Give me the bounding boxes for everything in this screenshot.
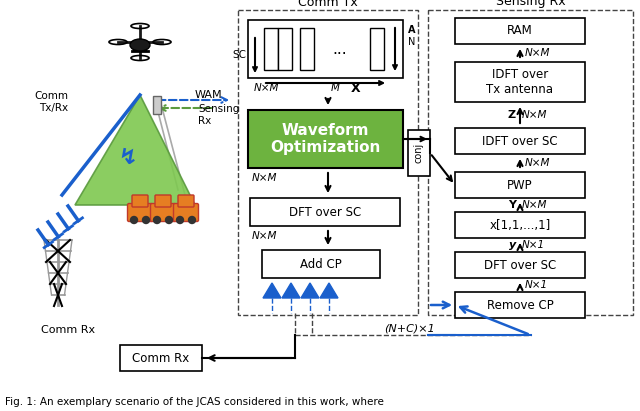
Polygon shape xyxy=(301,283,319,298)
Text: DFT over SC: DFT over SC xyxy=(289,206,361,219)
Text: Fig. 1: An exemplary scenario of the JCAS considered in this work, where: Fig. 1: An exemplary scenario of the JCA… xyxy=(5,397,384,407)
Bar xyxy=(250,198,400,226)
Text: N×M: N×M xyxy=(254,83,280,93)
Bar xyxy=(278,28,292,70)
Bar xyxy=(262,250,380,278)
Bar xyxy=(428,10,633,315)
Text: Comm Rx: Comm Rx xyxy=(41,325,95,335)
Polygon shape xyxy=(282,283,300,298)
Bar xyxy=(120,345,202,371)
FancyBboxPatch shape xyxy=(178,195,194,207)
Bar xyxy=(153,96,161,114)
FancyBboxPatch shape xyxy=(155,195,171,207)
Text: RAM: RAM xyxy=(507,25,533,37)
Bar xyxy=(455,172,585,198)
Bar xyxy=(455,62,585,102)
FancyBboxPatch shape xyxy=(150,203,175,222)
Text: N×1: N×1 xyxy=(525,280,548,290)
Text: X: X xyxy=(351,81,361,95)
Text: Comm Tx: Comm Tx xyxy=(298,0,358,9)
Text: x[1,1,...,1]: x[1,1,...,1] xyxy=(490,219,550,231)
Circle shape xyxy=(143,217,150,224)
Text: WAM: WAM xyxy=(195,90,223,100)
Bar xyxy=(264,28,278,70)
Text: N×M: N×M xyxy=(522,110,547,120)
FancyBboxPatch shape xyxy=(132,195,148,207)
Circle shape xyxy=(154,217,161,224)
Text: Comm Rx: Comm Rx xyxy=(132,351,189,365)
Text: M: M xyxy=(331,83,340,93)
Bar xyxy=(248,110,403,168)
Text: PWP: PWP xyxy=(507,178,533,192)
FancyBboxPatch shape xyxy=(173,203,198,222)
Text: Y: Y xyxy=(508,200,516,210)
Text: N×M: N×M xyxy=(525,158,550,168)
Text: N×M: N×M xyxy=(252,173,278,183)
Polygon shape xyxy=(75,95,195,205)
Bar xyxy=(300,28,314,70)
Text: Sensing
Rx: Sensing Rx xyxy=(198,104,239,126)
Polygon shape xyxy=(320,283,338,298)
Circle shape xyxy=(131,217,138,224)
Bar xyxy=(248,20,403,78)
Polygon shape xyxy=(263,283,281,298)
Text: DFT over SC: DFT over SC xyxy=(484,259,556,272)
Text: N×M: N×M xyxy=(252,231,278,241)
Bar xyxy=(238,10,418,315)
Bar xyxy=(455,128,585,154)
Circle shape xyxy=(177,217,184,224)
Text: ↯: ↯ xyxy=(118,148,138,168)
Text: N: N xyxy=(408,37,415,47)
Bar xyxy=(408,130,430,176)
Text: N×M: N×M xyxy=(525,48,550,58)
Text: (N+C)×1: (N+C)×1 xyxy=(385,323,435,333)
Circle shape xyxy=(166,217,173,224)
Text: conj: conj xyxy=(414,143,424,163)
Text: Z: Z xyxy=(508,110,516,120)
Bar xyxy=(455,212,585,238)
Text: y: y xyxy=(509,240,516,250)
Circle shape xyxy=(189,217,195,224)
Text: Waveform
Optimization: Waveform Optimization xyxy=(270,123,381,155)
Bar xyxy=(455,252,585,278)
Text: Add CP: Add CP xyxy=(300,258,342,270)
Text: Comm
Tx/Rx: Comm Tx/Rx xyxy=(34,91,68,113)
Text: IDFT over SC: IDFT over SC xyxy=(482,134,558,148)
Text: N×1: N×1 xyxy=(522,240,545,250)
Text: Sensing Rx: Sensing Rx xyxy=(496,0,565,9)
Text: N×M: N×M xyxy=(522,200,547,210)
Text: A: A xyxy=(408,25,415,35)
Ellipse shape xyxy=(130,39,150,51)
Text: SC: SC xyxy=(232,50,246,60)
Text: ...: ... xyxy=(333,42,348,56)
Bar xyxy=(455,18,585,44)
Bar xyxy=(455,292,585,318)
Text: IDFT over
Tx antenna: IDFT over Tx antenna xyxy=(486,68,554,96)
Text: Remove CP: Remove CP xyxy=(486,298,554,312)
Bar xyxy=(370,28,384,70)
FancyBboxPatch shape xyxy=(127,203,152,222)
